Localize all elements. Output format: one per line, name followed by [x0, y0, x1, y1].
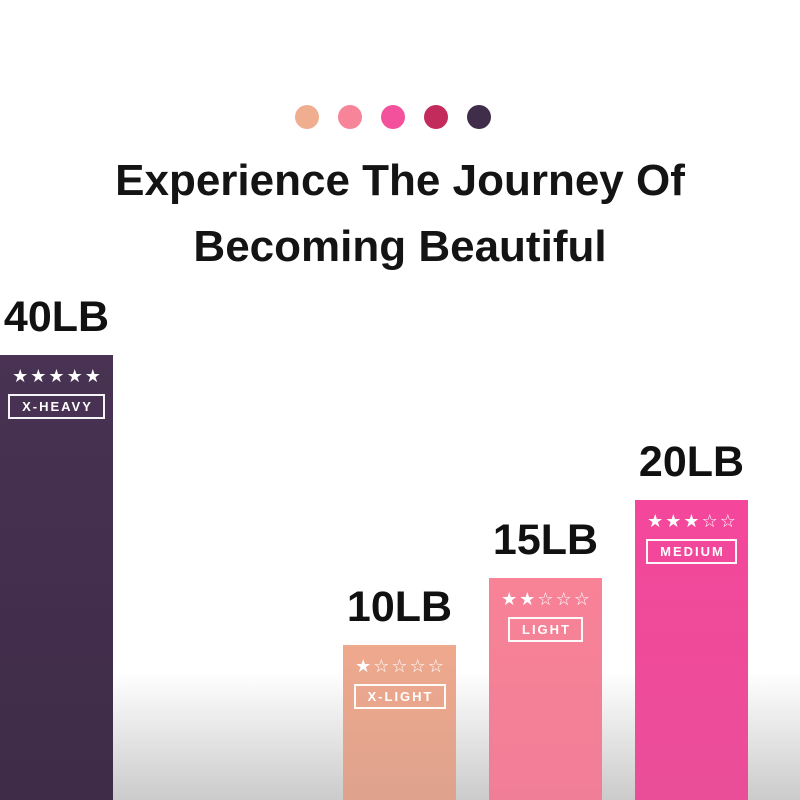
- bar-weight-label: 40LB: [3, 293, 110, 341]
- bar-20lb: 20LB ★★★☆☆ MEDIUM: [635, 0, 748, 800]
- resistance-level-badge: LIGHT: [508, 617, 583, 642]
- title-line-1: Experience The Journey Of: [115, 156, 685, 205]
- resistance-level-badge: MEDIUM: [646, 539, 737, 564]
- x-heavy-color-dot-icon: [467, 105, 491, 129]
- palette-dots: [0, 105, 793, 129]
- title-line-2: Becoming Beautiful: [193, 222, 607, 271]
- bar-weight-label: 15LB: [492, 516, 599, 564]
- x-light-color-dot-icon: [295, 105, 319, 129]
- star-rating-icon: ★★★★★: [12, 366, 103, 387]
- star-rating-icon: ★★☆☆☆: [501, 589, 592, 610]
- bar-40lb: 40LB ★★★★★ X-HEAVY: [0, 0, 113, 800]
- medium-color-dot-icon: [381, 105, 405, 129]
- bar-10lb: 10LB ★☆☆☆☆ X-LIGHT: [343, 0, 456, 800]
- page-title: Experience The Journey Of Becoming Beaut…: [0, 148, 800, 280]
- resistance-level-badge: X-LIGHT: [353, 684, 446, 709]
- resistance-level-badge: X-HEAVY: [8, 394, 105, 419]
- bar-rect-40lb: 40LB ★★★★★ X-HEAVY: [0, 293, 113, 800]
- bar-weight-label: 20LB: [638, 438, 745, 486]
- bar-rect-15lb: 15LB ★★☆☆☆ LIGHT: [489, 516, 602, 800]
- bar-weight-label: 10LB: [346, 583, 453, 631]
- heavy-color-dot-icon: [424, 105, 448, 129]
- star-rating-icon: ★☆☆☆☆: [355, 656, 446, 677]
- light-color-dot-icon: [338, 105, 362, 129]
- bar-rect-20lb: 20LB ★★★☆☆ MEDIUM: [635, 438, 748, 800]
- star-rating-icon: ★★★☆☆: [647, 511, 738, 532]
- bar-15lb: 15LB ★★☆☆☆ LIGHT: [489, 0, 602, 800]
- bar-rect-10lb: 10LB ★☆☆☆☆ X-LIGHT: [343, 583, 456, 800]
